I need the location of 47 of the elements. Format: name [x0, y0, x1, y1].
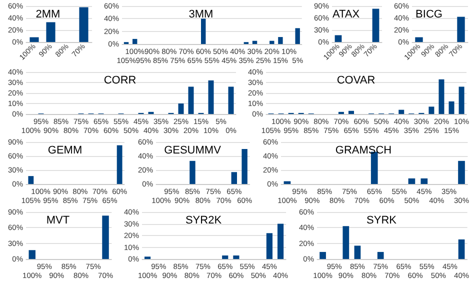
bar	[458, 239, 465, 259]
bar	[30, 37, 39, 42]
bar	[178, 104, 184, 114]
chart-title: CORR	[104, 74, 136, 86]
bar	[438, 79, 444, 114]
bar	[201, 18, 206, 44]
chart-title: MVT	[46, 214, 70, 226]
bar	[188, 86, 194, 114]
bar	[448, 101, 454, 114]
bar	[295, 28, 300, 44]
bar	[228, 86, 234, 114]
bar	[231, 172, 238, 184]
bar	[233, 255, 240, 259]
bar	[320, 252, 326, 259]
chart-title: ATAX	[332, 8, 360, 20]
bar	[270, 40, 274, 44]
bar	[420, 178, 428, 184]
chart-title: GRAMSCH	[335, 144, 392, 156]
bar	[398, 110, 404, 114]
bar	[342, 226, 350, 259]
chart-title: 2MM	[36, 8, 60, 20]
bar	[252, 40, 258, 44]
bar	[408, 178, 416, 184]
chart-title: COVAR	[336, 74, 376, 86]
chart-title: GESUMMV	[164, 144, 222, 156]
bar	[278, 37, 283, 44]
chart-title: SYR2K	[185, 214, 222, 226]
bar	[458, 160, 465, 184]
chart-title: BICG	[416, 8, 442, 20]
bar	[46, 22, 56, 42]
bar	[354, 246, 361, 259]
chart-title: 3MM	[188, 8, 214, 20]
bar	[132, 38, 138, 44]
bar	[242, 149, 248, 184]
bar	[428, 106, 434, 114]
bar	[377, 252, 384, 259]
bar	[277, 224, 284, 259]
chart-title: GEMM	[48, 144, 82, 156]
bar	[266, 233, 272, 259]
chart-title: SYRK	[366, 214, 398, 226]
bar	[284, 181, 291, 184]
bar	[190, 160, 196, 184]
bar	[79, 7, 88, 42]
bar	[222, 255, 228, 259]
bar	[458, 86, 464, 114]
bar	[208, 80, 214, 114]
bar	[348, 110, 354, 114]
